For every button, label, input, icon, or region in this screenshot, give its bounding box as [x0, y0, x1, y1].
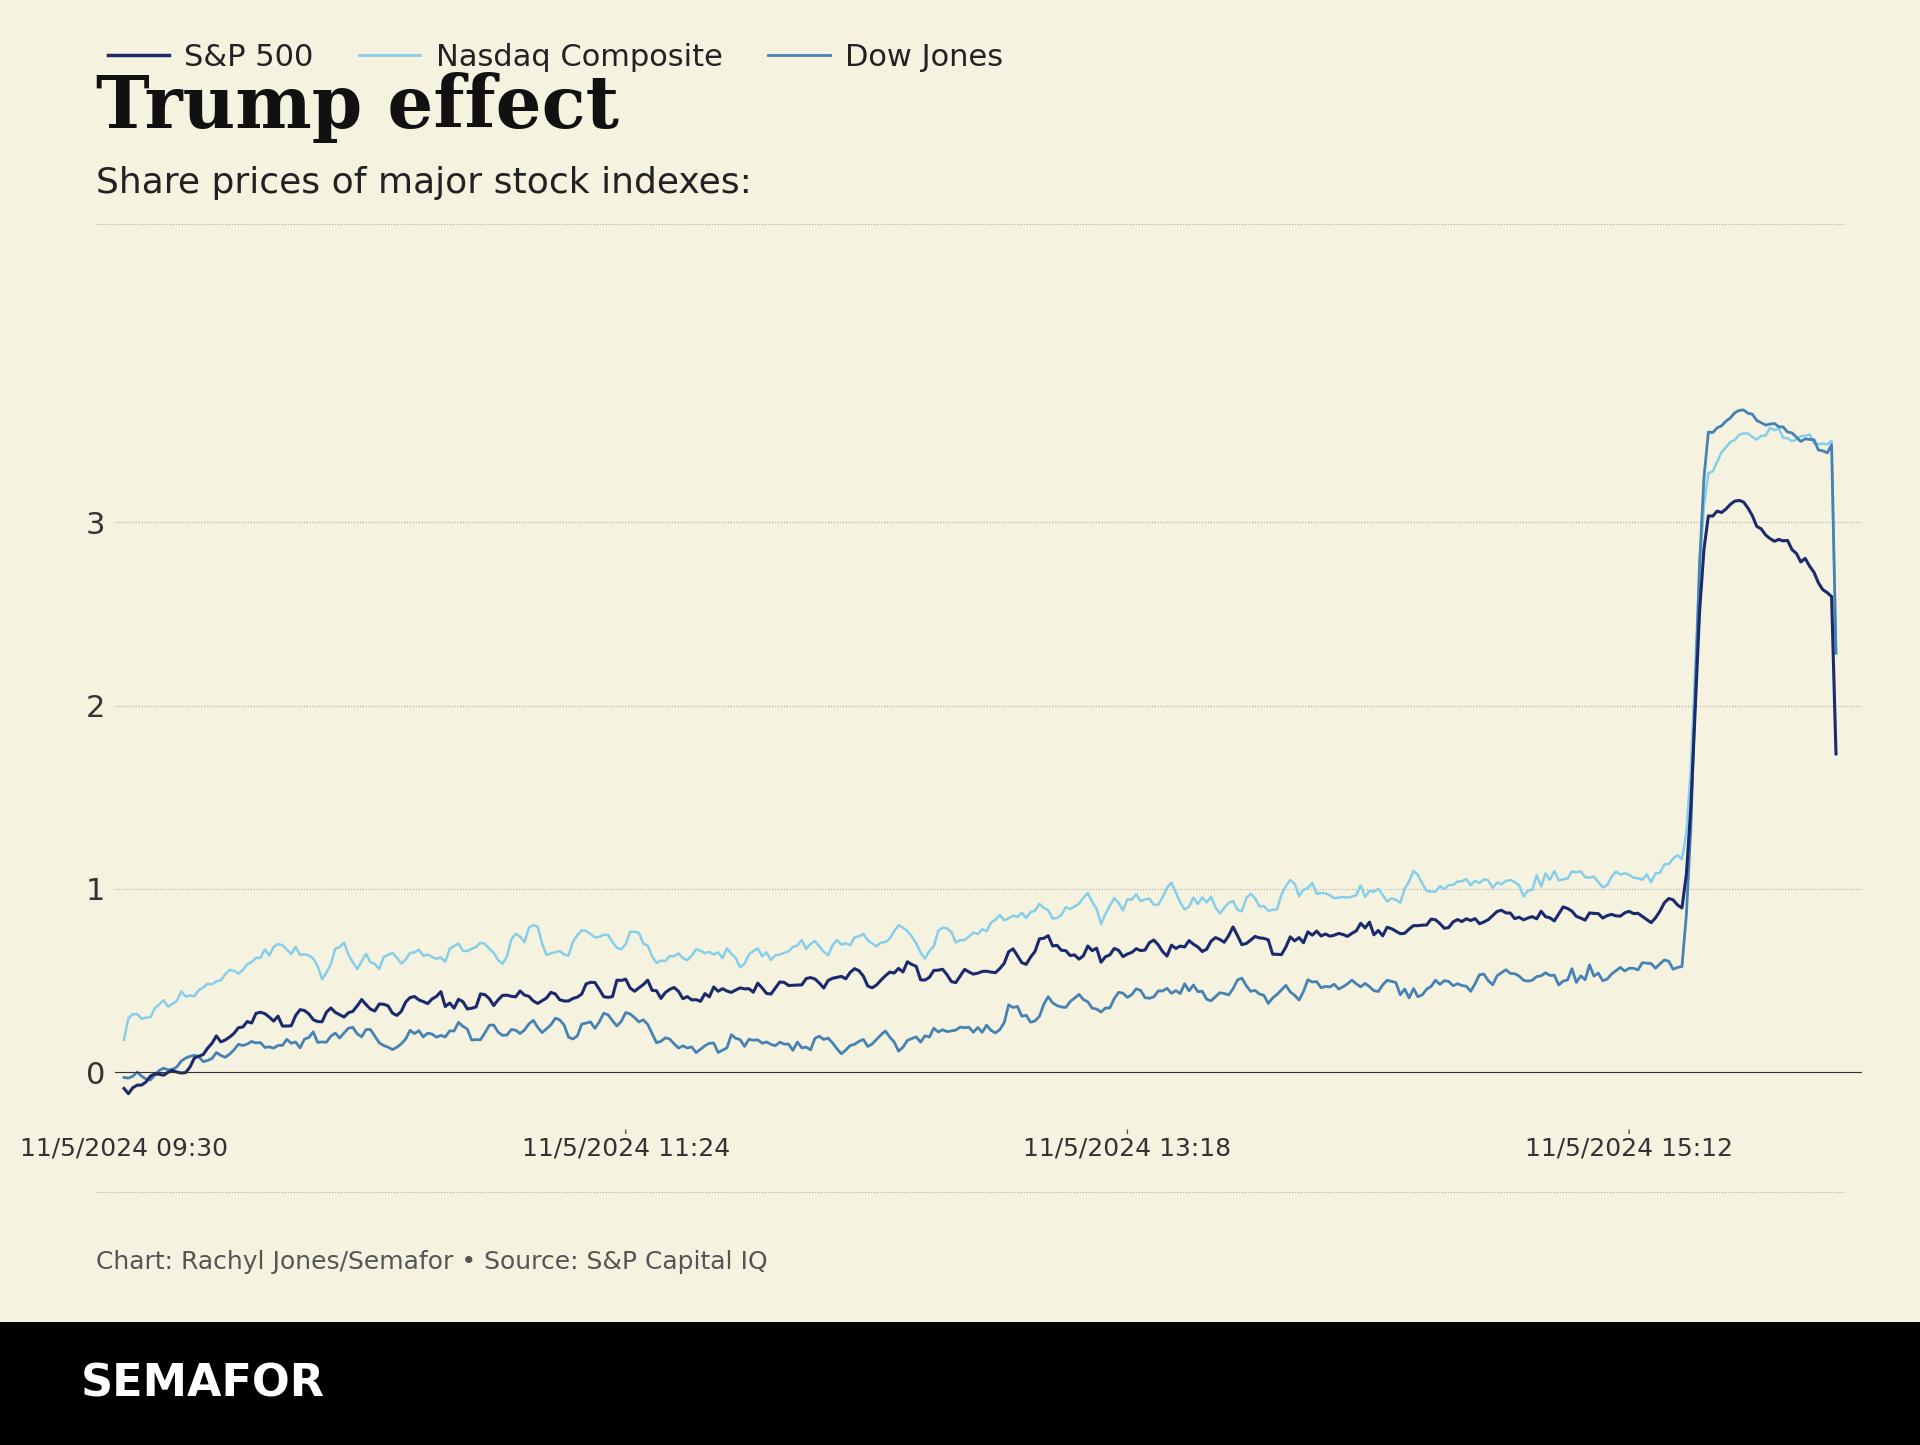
S&P 500 — [117, 1085, 140, 1103]
Nasdaq Composite — [1824, 644, 1847, 662]
Dow Jones — [1438, 972, 1461, 990]
Nasdaq Composite — [315, 964, 338, 981]
Legend: S&P 500, Nasdaq Composite, Dow Jones: S&P 500, Nasdaq Composite, Dow Jones — [96, 30, 1016, 84]
S&P 500 — [1524, 910, 1548, 928]
Nasdaq Composite — [1759, 419, 1782, 436]
Text: Trump effect: Trump effect — [96, 72, 618, 143]
Dow Jones — [1265, 985, 1288, 1003]
Dow Jones — [113, 1069, 136, 1087]
S&P 500 — [1332, 926, 1356, 944]
Line: S&P 500: S&P 500 — [125, 500, 1836, 1094]
Line: Nasdaq Composite: Nasdaq Composite — [125, 428, 1836, 1039]
Dow Jones — [319, 1027, 342, 1045]
S&P 500 — [1728, 491, 1751, 509]
S&P 500 — [1398, 920, 1421, 938]
Text: Chart: Rachyl Jones/Semafor • Source: S&P Capital IQ: Chart: Rachyl Jones/Semafor • Source: S&… — [96, 1250, 768, 1274]
S&P 500 — [1265, 945, 1288, 962]
S&P 500 — [319, 1000, 342, 1017]
S&P 500 — [1824, 746, 1847, 763]
Text: SEMAFOR: SEMAFOR — [81, 1363, 324, 1405]
Line: Dow Jones: Dow Jones — [125, 410, 1836, 1079]
Dow Jones — [1824, 644, 1847, 662]
Nasdaq Composite — [1432, 880, 1455, 897]
Text: Share prices of major stock indexes:: Share prices of major stock indexes: — [96, 166, 753, 201]
Nasdaq Composite — [1521, 881, 1544, 899]
Nasdaq Composite — [1261, 902, 1284, 919]
Dow Jones — [1332, 978, 1356, 996]
S&P 500 — [1438, 919, 1461, 936]
S&P 500 — [113, 1079, 136, 1097]
Dow Jones — [1398, 990, 1421, 1007]
Nasdaq Composite — [1394, 880, 1417, 897]
Dow Jones — [138, 1071, 161, 1088]
Nasdaq Composite — [1327, 889, 1350, 906]
Dow Jones — [1524, 968, 1548, 985]
Nasdaq Composite — [113, 1030, 136, 1048]
Dow Jones — [1732, 402, 1755, 419]
